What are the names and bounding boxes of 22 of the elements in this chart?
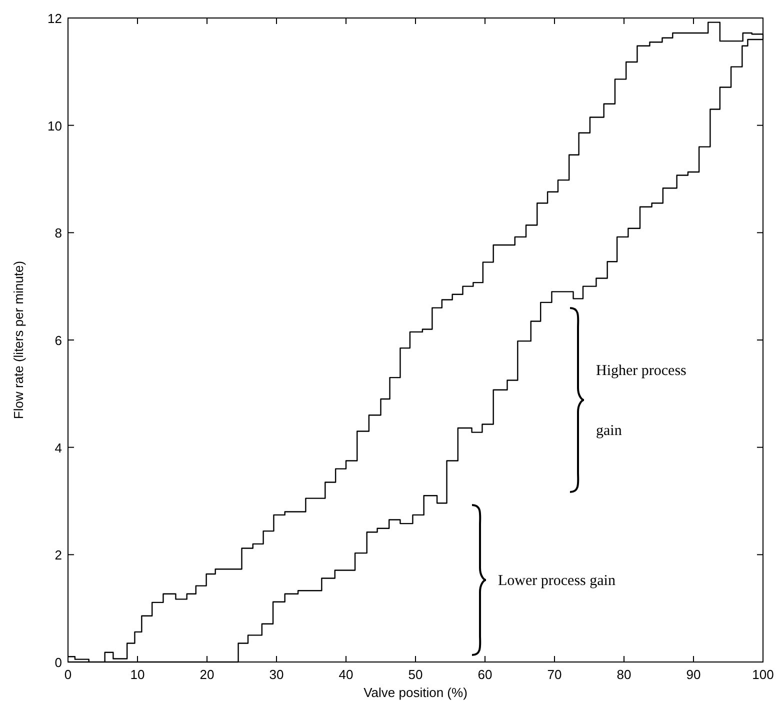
y-tick-label: 4 — [54, 440, 62, 456]
x-tick-label: 30 — [269, 667, 284, 682]
y-tick-label: 6 — [54, 333, 62, 348]
x-tick-label: 10 — [130, 667, 145, 682]
x-tick-label: 50 — [408, 667, 423, 682]
x-axis-title: Valve position (%) — [364, 685, 468, 700]
x-tick-label: 60 — [478, 667, 492, 682]
x-tick-label: 20 — [200, 667, 214, 682]
y-tick-label: 0 — [54, 655, 62, 670]
y-tick-label: 12 — [48, 11, 62, 26]
y-tick-label: 10 — [48, 118, 62, 134]
x-tick-label: 0 — [64, 667, 72, 682]
x-tick-label: 100 — [752, 667, 774, 682]
x-tick-label: 90 — [686, 667, 701, 682]
annotation: Lower process gain — [498, 573, 616, 589]
x-tick-label: 80 — [616, 667, 632, 682]
x-tick-label: 70 — [547, 667, 562, 682]
y-axis-title: Flow rate (liters per minute) — [11, 260, 26, 420]
y-tick-label: 8 — [54, 226, 62, 241]
y-tick-label: 2 — [54, 548, 62, 563]
x-tick-label: 40 — [338, 667, 354, 682]
text: Higher process gain — [596, 363, 686, 439]
